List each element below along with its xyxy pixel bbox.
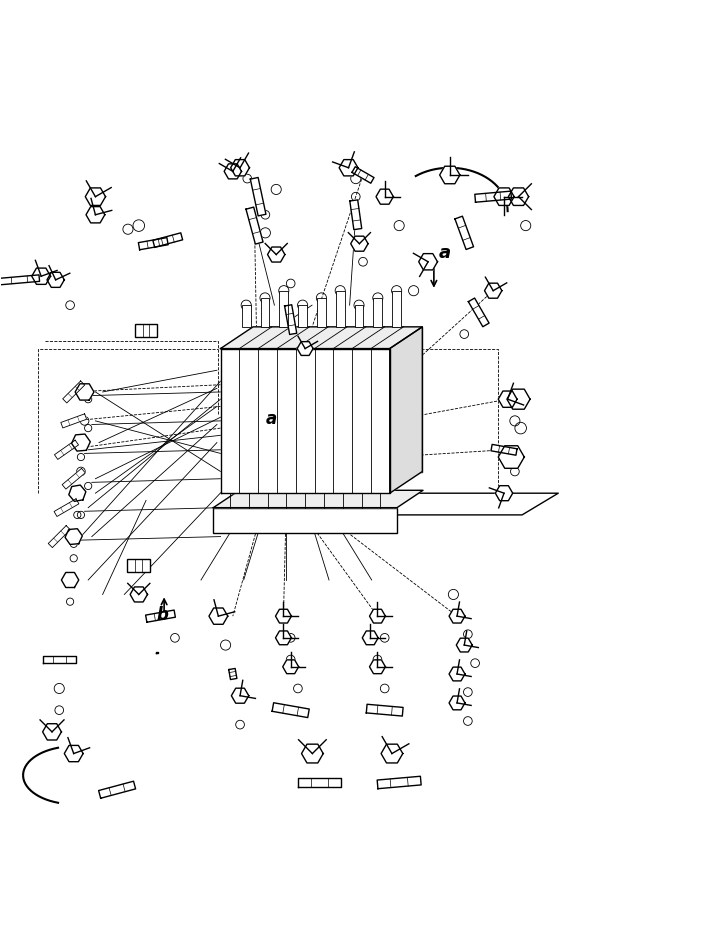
- Polygon shape: [86, 207, 105, 223]
- Polygon shape: [130, 587, 147, 602]
- Polygon shape: [61, 414, 86, 428]
- Polygon shape: [152, 233, 183, 247]
- Polygon shape: [65, 529, 82, 544]
- Bar: [336, 290, 345, 327]
- Polygon shape: [498, 391, 517, 407]
- Polygon shape: [419, 254, 438, 270]
- Polygon shape: [99, 781, 136, 798]
- Bar: [261, 298, 269, 327]
- Bar: [317, 298, 326, 327]
- Polygon shape: [370, 660, 386, 673]
- Polygon shape: [229, 669, 237, 680]
- Polygon shape: [275, 631, 291, 645]
- Bar: [392, 290, 401, 327]
- Bar: [373, 298, 382, 327]
- Polygon shape: [390, 327, 423, 493]
- Polygon shape: [350, 200, 362, 230]
- Bar: [355, 306, 363, 327]
- Polygon shape: [494, 188, 514, 206]
- Polygon shape: [507, 389, 530, 409]
- Polygon shape: [72, 434, 90, 451]
- Polygon shape: [362, 631, 378, 645]
- Polygon shape: [381, 744, 403, 763]
- Polygon shape: [62, 572, 79, 587]
- Bar: [213, 507, 397, 533]
- Polygon shape: [0, 274, 39, 285]
- Polygon shape: [449, 609, 465, 623]
- Polygon shape: [457, 638, 472, 652]
- Polygon shape: [475, 191, 512, 202]
- Polygon shape: [76, 384, 94, 400]
- Bar: [280, 290, 288, 327]
- Polygon shape: [376, 190, 393, 205]
- Polygon shape: [231, 159, 250, 176]
- Polygon shape: [367, 704, 403, 716]
- Polygon shape: [232, 688, 249, 703]
- Polygon shape: [47, 273, 65, 288]
- Polygon shape: [224, 164, 242, 179]
- Polygon shape: [62, 469, 85, 489]
- Text: a: a: [439, 244, 451, 262]
- Polygon shape: [213, 490, 423, 507]
- Polygon shape: [146, 610, 176, 622]
- Polygon shape: [268, 247, 285, 262]
- Polygon shape: [282, 660, 298, 673]
- Polygon shape: [253, 327, 423, 472]
- Polygon shape: [65, 745, 83, 762]
- Polygon shape: [54, 499, 79, 517]
- Bar: [135, 324, 157, 337]
- Polygon shape: [491, 444, 517, 455]
- Polygon shape: [43, 656, 76, 663]
- Polygon shape: [272, 703, 309, 718]
- Polygon shape: [449, 667, 465, 681]
- Bar: [298, 306, 307, 327]
- Polygon shape: [370, 609, 386, 623]
- Polygon shape: [301, 744, 323, 763]
- Polygon shape: [298, 778, 341, 786]
- Polygon shape: [250, 177, 266, 216]
- Bar: [127, 558, 150, 572]
- Polygon shape: [209, 608, 228, 624]
- Polygon shape: [48, 525, 70, 548]
- Text: a: a: [266, 410, 277, 428]
- Polygon shape: [378, 776, 421, 788]
- Polygon shape: [139, 238, 168, 250]
- Polygon shape: [498, 446, 524, 469]
- Polygon shape: [85, 188, 105, 206]
- Polygon shape: [440, 166, 460, 184]
- Polygon shape: [449, 696, 465, 710]
- Bar: [242, 306, 250, 327]
- Polygon shape: [69, 485, 86, 502]
- Polygon shape: [285, 305, 297, 335]
- Polygon shape: [221, 327, 423, 349]
- Text: b: b: [157, 605, 168, 623]
- Polygon shape: [495, 486, 513, 501]
- Polygon shape: [246, 207, 263, 244]
- Polygon shape: [221, 349, 390, 493]
- Polygon shape: [455, 216, 473, 250]
- Polygon shape: [339, 159, 358, 176]
- Polygon shape: [351, 236, 368, 251]
- Polygon shape: [297, 341, 313, 356]
- Polygon shape: [275, 609, 291, 623]
- Polygon shape: [352, 167, 374, 183]
- Polygon shape: [276, 493, 558, 515]
- Polygon shape: [54, 440, 78, 459]
- Polygon shape: [32, 268, 51, 285]
- Polygon shape: [62, 381, 85, 403]
- Polygon shape: [468, 298, 489, 326]
- Polygon shape: [156, 652, 158, 653]
- Polygon shape: [43, 723, 62, 740]
- Polygon shape: [484, 283, 502, 298]
- Polygon shape: [508, 188, 529, 206]
